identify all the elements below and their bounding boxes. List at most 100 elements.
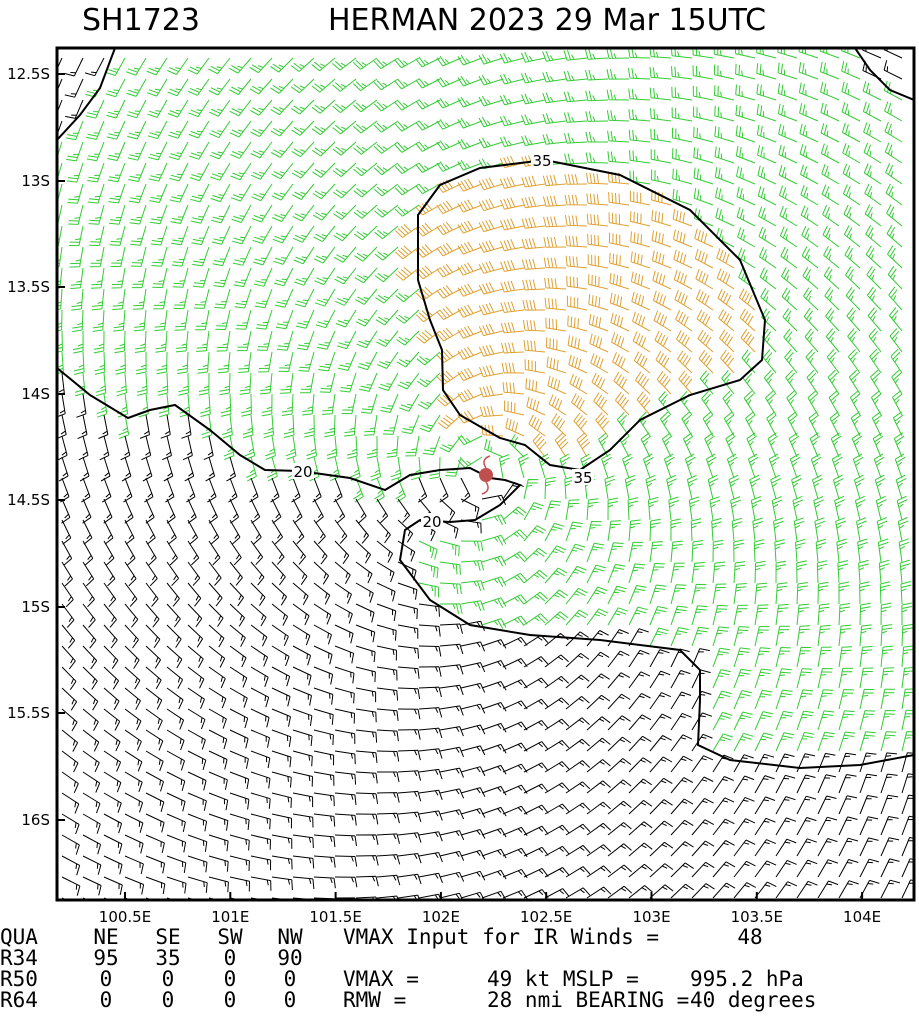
lon-label: 101.5E <box>309 908 361 926</box>
wind-barb <box>500 321 525 334</box>
wind-barb <box>251 204 273 223</box>
wind-barb <box>717 288 735 311</box>
wind-barb <box>356 330 378 349</box>
wind-barb <box>419 414 441 433</box>
wind-barb <box>208 99 231 117</box>
wind-barb <box>502 594 528 605</box>
wind-barb <box>712 669 731 689</box>
wind-barb <box>523 719 549 731</box>
wind-barb <box>733 626 750 647</box>
wind-barb <box>166 666 184 689</box>
wind-barb <box>166 834 187 853</box>
wind-barb <box>103 540 115 566</box>
wind-barb <box>187 561 201 586</box>
wind-barb <box>394 99 420 111</box>
wind-barb <box>292 708 313 726</box>
wind-barb <box>825 328 840 353</box>
wind-barb <box>460 662 486 673</box>
wind-barb <box>796 795 817 815</box>
wind-barb <box>762 349 777 374</box>
wind-barb <box>460 682 486 693</box>
lat-label: 15S <box>21 598 50 616</box>
wind-barb <box>82 834 102 855</box>
wind-barb <box>715 187 735 206</box>
wind-barb <box>586 542 605 563</box>
wind-barb <box>548 394 567 416</box>
wind-barb <box>460 766 486 777</box>
wind-barb <box>702 411 714 437</box>
wind-barb <box>187 729 206 750</box>
wind-barb <box>313 603 332 625</box>
wind-barb <box>290 57 315 72</box>
wind-barb <box>479 405 504 417</box>
wind-barb <box>188 120 210 139</box>
wind-barb <box>652 270 672 290</box>
wind-barb <box>565 674 590 689</box>
wind-barb <box>775 668 792 689</box>
wind-barb <box>609 252 630 269</box>
wind-barb <box>859 752 877 773</box>
wind-barb <box>701 390 714 416</box>
wind-barb <box>628 842 653 857</box>
wind-barb <box>545 317 567 332</box>
wind-barb <box>586 780 611 794</box>
wind-barb <box>627 497 639 521</box>
wind-barb <box>386 435 399 458</box>
wind-barb <box>808 411 819 437</box>
wind-barb <box>250 561 265 586</box>
wind-barb <box>479 365 504 378</box>
wind-barb <box>588 274 609 290</box>
wind-barb <box>374 225 399 240</box>
wind-barb <box>691 861 715 878</box>
wind-barb <box>832 474 844 500</box>
wind-barb <box>103 876 123 896</box>
wind-barb <box>355 708 377 723</box>
wind-barb <box>705 453 717 479</box>
wind-barb <box>334 687 355 704</box>
wind-barb <box>460 519 482 534</box>
footer-cell: NE <box>93 925 118 949</box>
wind-barb <box>785 369 798 395</box>
wind-barb <box>234 288 252 309</box>
wind-barb <box>436 306 462 321</box>
wind-barb <box>166 771 186 792</box>
wind-barb <box>166 645 183 669</box>
wind-barb <box>607 542 624 563</box>
wind-barb <box>436 349 462 363</box>
wind-barb <box>229 78 252 95</box>
wind-barb <box>796 817 817 836</box>
wind-barb <box>670 605 688 626</box>
wind-barb <box>436 98 462 109</box>
wind-barb <box>672 148 693 164</box>
wind-barb <box>311 78 336 93</box>
wind-barb <box>825 307 840 332</box>
wind-barb <box>250 729 270 748</box>
footer-cell: 0 <box>100 988 113 1012</box>
wind-barb <box>195 309 210 331</box>
wind-barb <box>819 48 840 59</box>
wind-barb <box>501 342 525 354</box>
wind-barb <box>877 538 889 563</box>
wind-barb <box>612 352 630 374</box>
wind-barb <box>214 288 231 309</box>
footer-cell: 0 <box>284 967 297 991</box>
wind-barb <box>894 453 906 479</box>
wind-barb <box>478 116 504 128</box>
wind-barb <box>502 658 528 668</box>
wind-barb <box>754 604 769 626</box>
wind-barb <box>178 372 189 396</box>
wind-barb <box>405 435 420 457</box>
wind-barb <box>735 125 756 143</box>
wind-barb <box>145 792 165 813</box>
wind-barb <box>691 626 709 647</box>
wind-barb <box>124 813 144 833</box>
wind-barb <box>616 411 630 437</box>
wind-barb <box>87 162 105 183</box>
wind-barb <box>746 432 757 458</box>
wind-barb <box>208 519 220 545</box>
wind-barb <box>130 246 147 267</box>
wind-barb <box>792 495 804 521</box>
wind-barb <box>313 561 330 585</box>
wind-barb <box>249 99 273 116</box>
wind-barb <box>567 315 588 332</box>
